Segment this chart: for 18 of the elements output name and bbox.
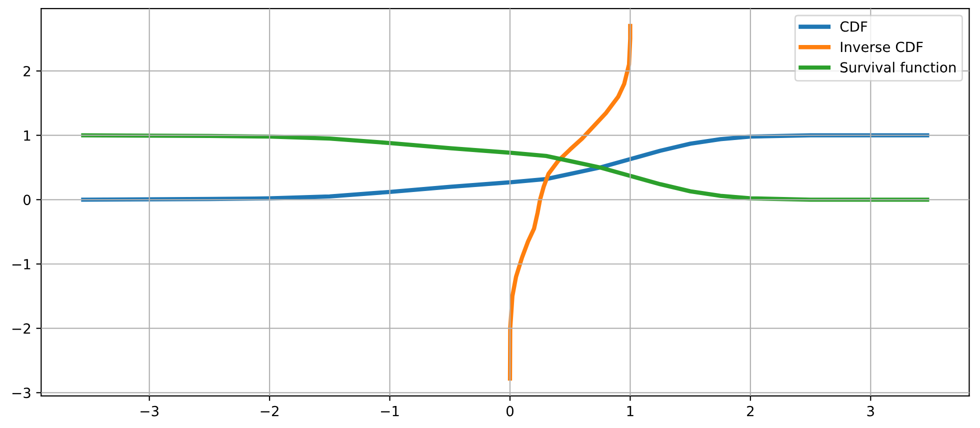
x-tick-label: 1 <box>627 406 634 416</box>
x-tick-label: −1 <box>381 406 399 416</box>
line-series <box>508 24 632 381</box>
x-tick-label: 0 <box>506 406 514 416</box>
x-tick-label: 3 <box>867 406 874 416</box>
y-tick-label: 1 <box>24 130 30 141</box>
x-tick-label: 2 <box>747 406 754 416</box>
y-tick-label: −1 <box>12 259 30 270</box>
legend-label: CDF <box>840 21 868 32</box>
legend-label: Survival function <box>840 62 956 73</box>
x-tick-label: −3 <box>140 406 158 416</box>
y-tick-label: −2 <box>12 323 30 334</box>
line-series <box>81 133 930 202</box>
y-tick-label: 0 <box>24 194 31 206</box>
x-tick-label: −2 <box>260 406 278 416</box>
y-tick-label: 2 <box>24 66 30 76</box>
legend-label: Inverse CDF <box>840 42 923 52</box>
y-tick-label: −3 <box>12 388 30 398</box>
